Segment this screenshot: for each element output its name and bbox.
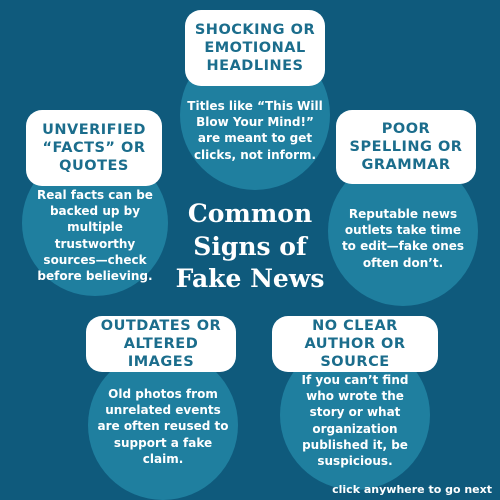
unverified-text: Real facts can be backed up by multiple …	[37, 188, 153, 283]
shocking-heading: SHOCKING OR EMOTIONAL HEADLINES	[185, 10, 325, 86]
images-heading: OUTDATES OR ALTERED IMAGES	[86, 316, 236, 372]
page-title: Common Signs of Fake News	[175, 199, 325, 293]
author-heading: NO CLEAR AUTHOR OR SOURCE	[272, 316, 438, 372]
unverified-heading: UNVERIFIED “FACTS” OR QUOTES	[26, 110, 162, 186]
author-text: If you can’t find who wrote the story or…	[301, 373, 409, 468]
spelling-text: Reputable news outlets take time to edit…	[341, 207, 465, 270]
next-prompt[interactable]: click anywhere to go next	[332, 483, 492, 496]
images-circle	[88, 350, 238, 500]
shocking-text: Titles like “This Will Blow Your Mind!” …	[187, 99, 323, 162]
images-text: Old photos from unrelated events are oft…	[97, 387, 229, 466]
spelling-heading: POOR SPELLING OR GRAMMAR	[336, 110, 476, 184]
